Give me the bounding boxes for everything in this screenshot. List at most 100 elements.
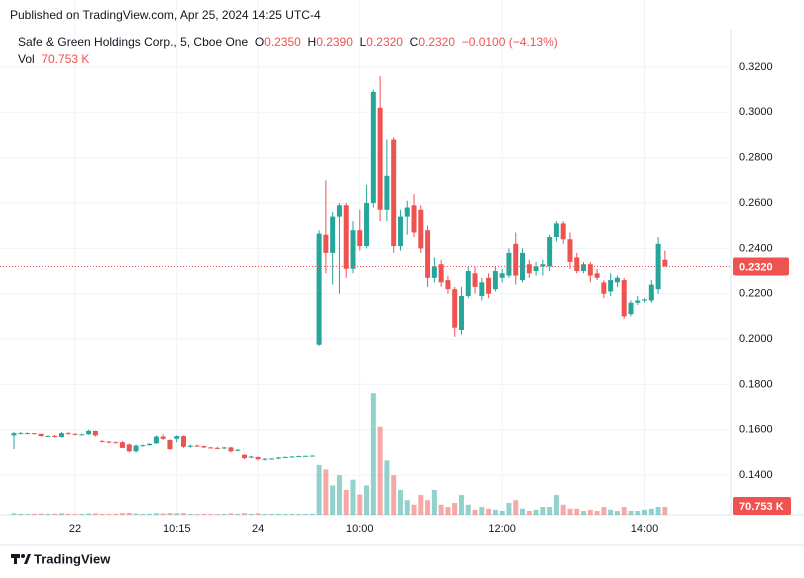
candle-body <box>336 205 342 217</box>
volume-bar <box>581 511 587 515</box>
candle-body <box>242 454 248 459</box>
candle-body <box>31 433 37 435</box>
candle-body <box>343 205 349 269</box>
volume-bar <box>635 511 641 515</box>
volume-bar <box>499 511 505 515</box>
candle-body <box>330 216 336 253</box>
candle-body <box>181 436 186 447</box>
volume-bar <box>662 506 668 515</box>
y-tick-label: 0.2600 <box>739 197 773 209</box>
volume-bar <box>343 489 349 515</box>
candle-body <box>621 280 627 317</box>
candle-body <box>377 107 383 210</box>
volume-bar <box>458 495 464 515</box>
last-volume-label: 70.753 K <box>739 501 784 513</box>
volume-bar <box>384 460 390 515</box>
candle-body <box>248 456 254 458</box>
candle-body <box>38 433 44 437</box>
volume-bar <box>18 513 24 515</box>
candle-body <box>235 449 241 451</box>
candle-body <box>133 445 139 452</box>
logo <box>11 554 31 564</box>
y-tick-label: 0.2800 <box>739 152 773 164</box>
volume-bar <box>309 513 315 515</box>
volume-bar <box>648 508 654 515</box>
candle-body <box>282 456 288 458</box>
candle-body <box>567 239 573 262</box>
volume-bar <box>38 513 44 515</box>
volume-bar <box>228 513 234 515</box>
volume-bar <box>418 495 424 515</box>
volume-bar <box>330 485 336 515</box>
volume-bar <box>45 513 51 515</box>
candle-body <box>194 445 200 447</box>
volume-bar <box>106 514 112 515</box>
volume-bar <box>86 513 92 515</box>
volume-bar <box>567 508 573 515</box>
candle-body <box>18 433 24 435</box>
candle-body <box>228 447 234 452</box>
volume-bar <box>242 513 248 515</box>
volume-bar <box>553 495 559 515</box>
candle-body <box>452 289 458 328</box>
volume-legend: Vol 70.753 K <box>18 52 89 66</box>
volume-bar <box>370 393 376 515</box>
candle-body <box>526 264 532 274</box>
candle-body <box>262 458 268 460</box>
volume-bar <box>140 513 146 515</box>
candle-body <box>65 433 71 435</box>
y-tick-label: 0.2200 <box>739 288 773 300</box>
volume-bar <box>282 514 288 515</box>
volume-bar <box>174 513 180 515</box>
volume-bar <box>262 513 268 515</box>
candle-body <box>553 223 559 238</box>
volume-value: 70.753 K <box>41 52 90 66</box>
candle-body <box>167 439 173 450</box>
volume-bar <box>336 475 342 515</box>
volume-bar <box>25 514 31 515</box>
volume-bar <box>506 503 512 515</box>
close-value: 0.2320 <box>418 35 456 49</box>
candle-body <box>594 273 600 278</box>
volume-bar <box>520 508 525 515</box>
candle-body <box>370 91 376 204</box>
volume-bar <box>167 513 173 515</box>
candle-body <box>642 299 648 301</box>
volume-bar <box>540 507 546 515</box>
volume-bar <box>147 513 153 515</box>
candle-body <box>160 436 166 439</box>
volume-bar <box>255 513 261 515</box>
candle-body <box>628 302 634 315</box>
candle-body <box>303 455 309 457</box>
volume-bar <box>214 514 220 515</box>
volume-bar <box>58 513 64 515</box>
volume-bar <box>574 508 580 515</box>
volume-bar <box>303 513 309 515</box>
volume-bar <box>479 507 485 515</box>
candle-body <box>323 234 329 253</box>
volume-bar <box>113 513 119 515</box>
volume-bar <box>119 513 125 515</box>
candle-body <box>601 282 607 294</box>
volume-bar <box>181 513 186 515</box>
x-tick-label: 10:00 <box>346 523 374 535</box>
candle-body <box>479 282 485 296</box>
high-value: 0.2390 <box>316 35 353 49</box>
candle-body <box>540 264 546 267</box>
candle-body <box>153 436 159 444</box>
volume-bar <box>614 511 620 515</box>
volume-bar <box>187 513 193 515</box>
candle-body <box>106 441 112 443</box>
candle-body <box>458 295 464 330</box>
candle-body <box>11 433 17 436</box>
grid <box>0 0 731 515</box>
candle-body <box>350 230 356 269</box>
candle-body <box>574 257 580 272</box>
candle-body <box>45 435 51 437</box>
candle-body <box>357 230 363 247</box>
x-tick-label: 22 <box>69 523 81 535</box>
candle-body <box>72 433 78 435</box>
y-tick-label: 0.1400 <box>739 469 773 481</box>
volume-bar <box>269 514 275 515</box>
